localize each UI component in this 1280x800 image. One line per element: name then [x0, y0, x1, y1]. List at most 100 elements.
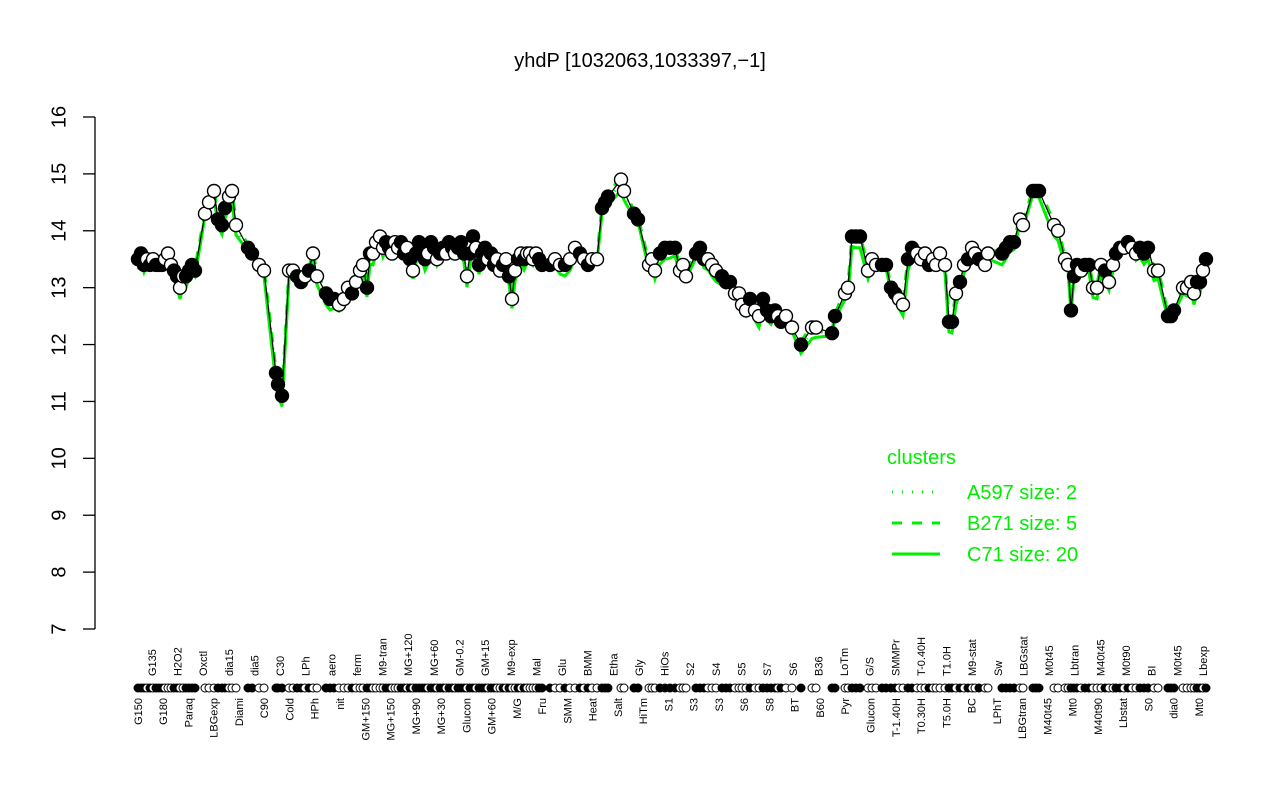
data-point: [309, 269, 325, 284]
x-tick-label-bottom: dia0: [1169, 698, 1181, 719]
x-tick-label-top: Glu: [557, 659, 569, 676]
x-tick-label-bottom: MG+150: [386, 698, 398, 741]
data-point: [1166, 303, 1182, 318]
x-tick-label-top: S4: [711, 663, 723, 676]
x-tick-label-top: GM+15: [480, 640, 492, 676]
x-tick-label-top: LBGstat: [1018, 636, 1030, 676]
data-point: [206, 183, 222, 199]
x-tick-label-bottom: Mt0: [1068, 698, 1080, 716]
x-rug-point: [1153, 683, 1163, 693]
x-tick-label-bottom: S8: [764, 698, 776, 711]
x-tick-label-bottom: Heat: [588, 698, 600, 721]
x-tick-label-top: S6: [788, 663, 800, 676]
x-rug-point: [830, 683, 840, 693]
x-tick-label-bottom: M40t45: [1042, 698, 1054, 735]
x-tick-label-bottom: S0: [1143, 698, 1155, 711]
y-tick-label: 9: [48, 510, 70, 521]
x-tick-label-top: SMMPr: [890, 639, 902, 676]
x-tick-label-bottom: GM+60: [487, 698, 499, 734]
x-tick-label-top: GM-0.2: [455, 639, 467, 676]
x-tick-label-bottom: BT: [790, 698, 802, 712]
x-tick-label-bottom: MG+90: [411, 698, 423, 734]
x-rug-point: [1034, 683, 1044, 693]
x-tick-label-bottom: Paraq: [183, 698, 195, 727]
x-tick-label-bottom: SMM: [562, 698, 574, 724]
x-tick-label-top: G135: [147, 649, 159, 676]
data-series: [130, 172, 1214, 403]
data-point: [878, 257, 894, 273]
x-rug-point: [231, 683, 241, 693]
data-point: [1063, 303, 1079, 318]
x-tick-label-top: B36: [813, 656, 825, 676]
y-tick-label: 7: [48, 623, 70, 634]
x-axis: G135 H2O2 Oxctl dia15 dia5 C30 LPh aero ferm M9-t…: [133, 634, 1211, 741]
data-point: [1031, 183, 1047, 199]
data-point: [355, 257, 371, 273]
x-tick-label-top: M0t45: [1044, 645, 1056, 676]
data-point: [359, 280, 375, 295]
data-point: [1140, 240, 1156, 256]
data-point: [852, 229, 868, 244]
data-point: [244, 246, 260, 261]
data-point: [305, 246, 321, 261]
data-point: [1198, 252, 1214, 267]
x-rug-point: [855, 683, 865, 693]
data-point: [952, 274, 968, 290]
x-tick-label-bottom: Cold: [284, 698, 296, 721]
x-tick-label-bottom: HiTm: [638, 698, 650, 724]
x-tick-label-top: S5: [736, 663, 748, 676]
x-tick-label-bottom: S3: [714, 698, 726, 711]
data-point: [647, 263, 663, 278]
data-point: [980, 246, 996, 261]
x-tick-label-top: ferm: [352, 654, 364, 676]
data-point: [187, 263, 203, 278]
x-tick-label-top: HiOs: [660, 651, 672, 676]
y-tick-label: 12: [48, 333, 70, 355]
data-point: [1101, 274, 1117, 290]
data-point: [600, 189, 616, 204]
x-tick-label-bottom: T-1.40H: [891, 698, 903, 737]
y-tick-label: 14: [48, 220, 70, 242]
data-point: [1015, 217, 1031, 233]
x-tick-label-top: Lbexp: [1198, 646, 1210, 676]
x-rug-point: [619, 683, 629, 693]
cluster-c71-line: [136, 186, 1208, 408]
data-point: [778, 308, 794, 324]
y-tick-label: 8: [48, 567, 70, 578]
x-tick-label-top: H2O2: [173, 647, 185, 676]
data-point: [228, 217, 244, 233]
x-tick-label-top: dia15: [224, 649, 236, 676]
x-rug-point: [1018, 683, 1028, 693]
x-tick-label-top: M0t45: [1172, 645, 1184, 676]
x-tick-label-top: Etha: [608, 652, 620, 676]
x-tick-label-top: S2: [685, 663, 697, 676]
x-tick-label-bottom: LBGtran: [1017, 698, 1029, 739]
x-tick-label-bottom: G150: [133, 698, 145, 725]
data-point: [405, 263, 421, 278]
x-rug-point: [633, 683, 643, 693]
x-rug-point: [190, 683, 200, 693]
x-tick-label-top: Lbtran: [1070, 645, 1082, 676]
x-tick-label-bottom: M/G: [512, 698, 524, 719]
x-tick-label-top: T1.0H: [942, 646, 954, 676]
x-tick-label-top: MG+60: [429, 640, 441, 676]
data-point: [793, 337, 809, 352]
legend-entry-a597: A597 size: 2: [967, 482, 1077, 504]
x-tick-label-top: T-0.40H: [916, 637, 928, 676]
data-point: [1081, 257, 1097, 273]
y-tick-label: 13: [48, 277, 70, 299]
data-point: [1006, 234, 1022, 250]
legend-entry-c71: C71 size: 20: [967, 544, 1078, 566]
legend-title: clusters: [887, 447, 956, 469]
x-rug-point: [811, 683, 821, 693]
y-tick-label: 15: [48, 163, 70, 185]
y-tick-label: 16: [48, 106, 70, 128]
x-tick-label-top: Mal: [531, 658, 543, 676]
x-tick-label-top: M9-tran: [378, 638, 390, 676]
x-rug-point: [796, 683, 806, 693]
x-tick-label-top: Gly: [634, 659, 646, 676]
x-tick-label-top: M40t45: [1095, 639, 1107, 676]
x-tick-label-top: M9-exp: [506, 639, 518, 676]
data-point: [214, 217, 230, 233]
